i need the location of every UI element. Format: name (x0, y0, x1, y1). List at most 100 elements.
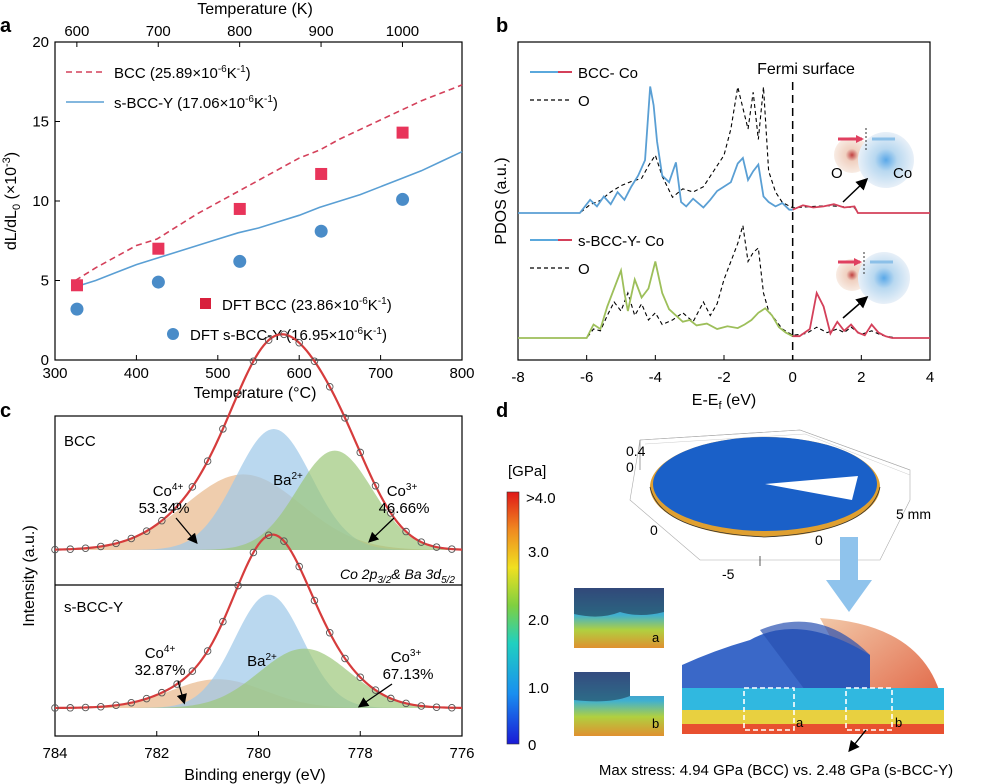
x-axis-ticks: 784 782 780 778 776 (42, 731, 475, 762)
top-tick-label: 700 (146, 23, 171, 40)
x-tick-label: 776 (449, 745, 474, 762)
x-axis-title: Temperature (°C) (194, 385, 317, 402)
top-co-dos-unoccupied (792, 203, 930, 214)
colorbar-tick-1: 1.0 (528, 680, 549, 697)
raw-data-point (81, 703, 90, 712)
raw-data-point (51, 545, 59, 554)
x-tick-label: -8 (511, 369, 524, 386)
axis-z-label-bottom: 0 (626, 459, 634, 475)
panel-c: c 784 782 780 778 776 Binding energy (eV) In… (0, 330, 475, 784)
inset-a-label: a (652, 630, 660, 645)
x-tick-label: 780 (246, 745, 271, 762)
raw-data-point (112, 539, 120, 548)
raw-data-point (203, 457, 212, 465)
y-tick-label: 0 (41, 352, 49, 369)
panel-label-d: d (496, 400, 508, 422)
legend-dft-sbcc-swatch (167, 328, 179, 340)
raw-data-point (387, 694, 395, 703)
raw-data-point (280, 537, 288, 545)
top-o-dos (518, 86, 930, 214)
x-tick-label: 500 (205, 365, 230, 382)
colorbar-tick-max: >4.0 (526, 490, 556, 507)
raw-data-point (97, 542, 105, 551)
legend-sbcc-label: s-BCC-Y (17.06×10-6K-1) (114, 94, 278, 112)
x-tick-label: -6 (580, 369, 593, 386)
dft-sbcc-point (70, 302, 84, 316)
y-tick-label: 15 (32, 114, 49, 131)
zoom-box-a-label: a (796, 715, 804, 730)
x-axis-ticks: -8 -6 -4 -2 0 2 4 (511, 355, 934, 386)
colorbar-tick-2: 2.0 (528, 612, 549, 629)
micro-inset-a: a (574, 588, 664, 648)
colorbar-title: [GPa] (508, 463, 546, 480)
dft-bcc-point (152, 242, 165, 255)
dft-bcc-point (233, 202, 246, 215)
y-tick-label: 20 (32, 34, 49, 51)
colorbar (506, 491, 520, 745)
fermi-label: Fermi surface (757, 61, 855, 78)
dft-bcc-point (315, 167, 328, 180)
top-axis-title: Temperature (K) (197, 1, 313, 18)
inset-b-label: b (652, 716, 659, 731)
axis-unit-label: 5 mm (896, 506, 931, 522)
caption-max-stress: Max stress: 4.94 GPa (BCC) vs. 2.48 GPa … (599, 762, 953, 779)
raw-data-point (432, 703, 441, 711)
fit-envelope (54, 333, 463, 551)
colorbar-tick-0: 0 (528, 737, 536, 754)
raw-data-point (188, 483, 197, 491)
x-tick-label: 700 (368, 365, 393, 382)
x-tick-label: 778 (348, 745, 373, 762)
panel-d: d [GPa] >4.0 3.0 2.0 1.0 0 0.4 0 0 0 -5 … (496, 400, 953, 779)
panel-label-b: b (496, 15, 508, 37)
raw-data-point (325, 382, 334, 391)
bottom-co-dos-occupied (518, 261, 794, 339)
x-tick-label: 400 (124, 365, 149, 382)
raw-data-point (173, 502, 181, 511)
y-axis-title: dL/dL0 (×10-3) (1, 152, 23, 250)
sbcc-co3-percent: 67.13% (383, 666, 434, 683)
dft-sbcc-point (233, 254, 247, 268)
x-axis-title: Binding energy (eV) (184, 767, 325, 784)
panel-label-a: a (0, 15, 12, 37)
series-line-s-bcc-y (75, 150, 463, 288)
series-group (70, 84, 463, 316)
y-tick-label: 5 (41, 273, 49, 290)
raw-data-point (310, 357, 319, 365)
dft-sbcc-point (314, 224, 328, 238)
raw-data-point (127, 698, 136, 707)
top-axis-ticks: 600 700 800 900 1000 (64, 23, 419, 47)
bcc-ba2-label: Ba2+ (273, 471, 303, 489)
raw-data-point (158, 516, 166, 525)
x-tick-label: 800 (449, 365, 474, 382)
sbcc-co4-label: Co4+ (145, 644, 176, 662)
raw-data-point (280, 330, 288, 339)
x-axis-ticks: 300 400 500 600 700 800 (42, 355, 475, 382)
xps-curves (51, 330, 463, 712)
raw-data-point (173, 680, 181, 688)
sbcc-ba2-label: Ba2+ (247, 652, 277, 670)
raw-data-point (97, 702, 105, 711)
raw-data-point (203, 647, 212, 655)
raw-data-point (417, 702, 426, 710)
raw-data-point (432, 543, 441, 551)
raw-data-point (66, 545, 75, 553)
legend-dft-bcc-label: DFT BCC (23.86×10-6K-1) (222, 296, 392, 314)
axis-y-label-0: 0 (815, 532, 823, 548)
y-tick-label: 10 (32, 193, 49, 210)
dft-bcc-point (70, 279, 83, 292)
peak-co3+ (55, 648, 462, 708)
top-tick-label: 1000 (386, 23, 419, 40)
raw-data-point (295, 562, 303, 571)
legend-a: BCC (25.89×10-6K-1) s-BCC-Y (17.06×10-6K… (66, 64, 392, 344)
co-atom (858, 252, 910, 304)
x-tick-label: 2 (857, 369, 865, 386)
raw-data-point (219, 425, 227, 433)
raw-data-point (66, 704, 75, 712)
legend-top-o-label: O (578, 93, 590, 110)
raw-data-point (234, 389, 242, 398)
raw-data-point (219, 617, 227, 626)
sbcc-co4-percent: 32.87% (135, 662, 186, 679)
x-axis-title: E-Ef (eV) (692, 392, 756, 412)
sbcc-co3-label: Co3+ (391, 648, 422, 666)
